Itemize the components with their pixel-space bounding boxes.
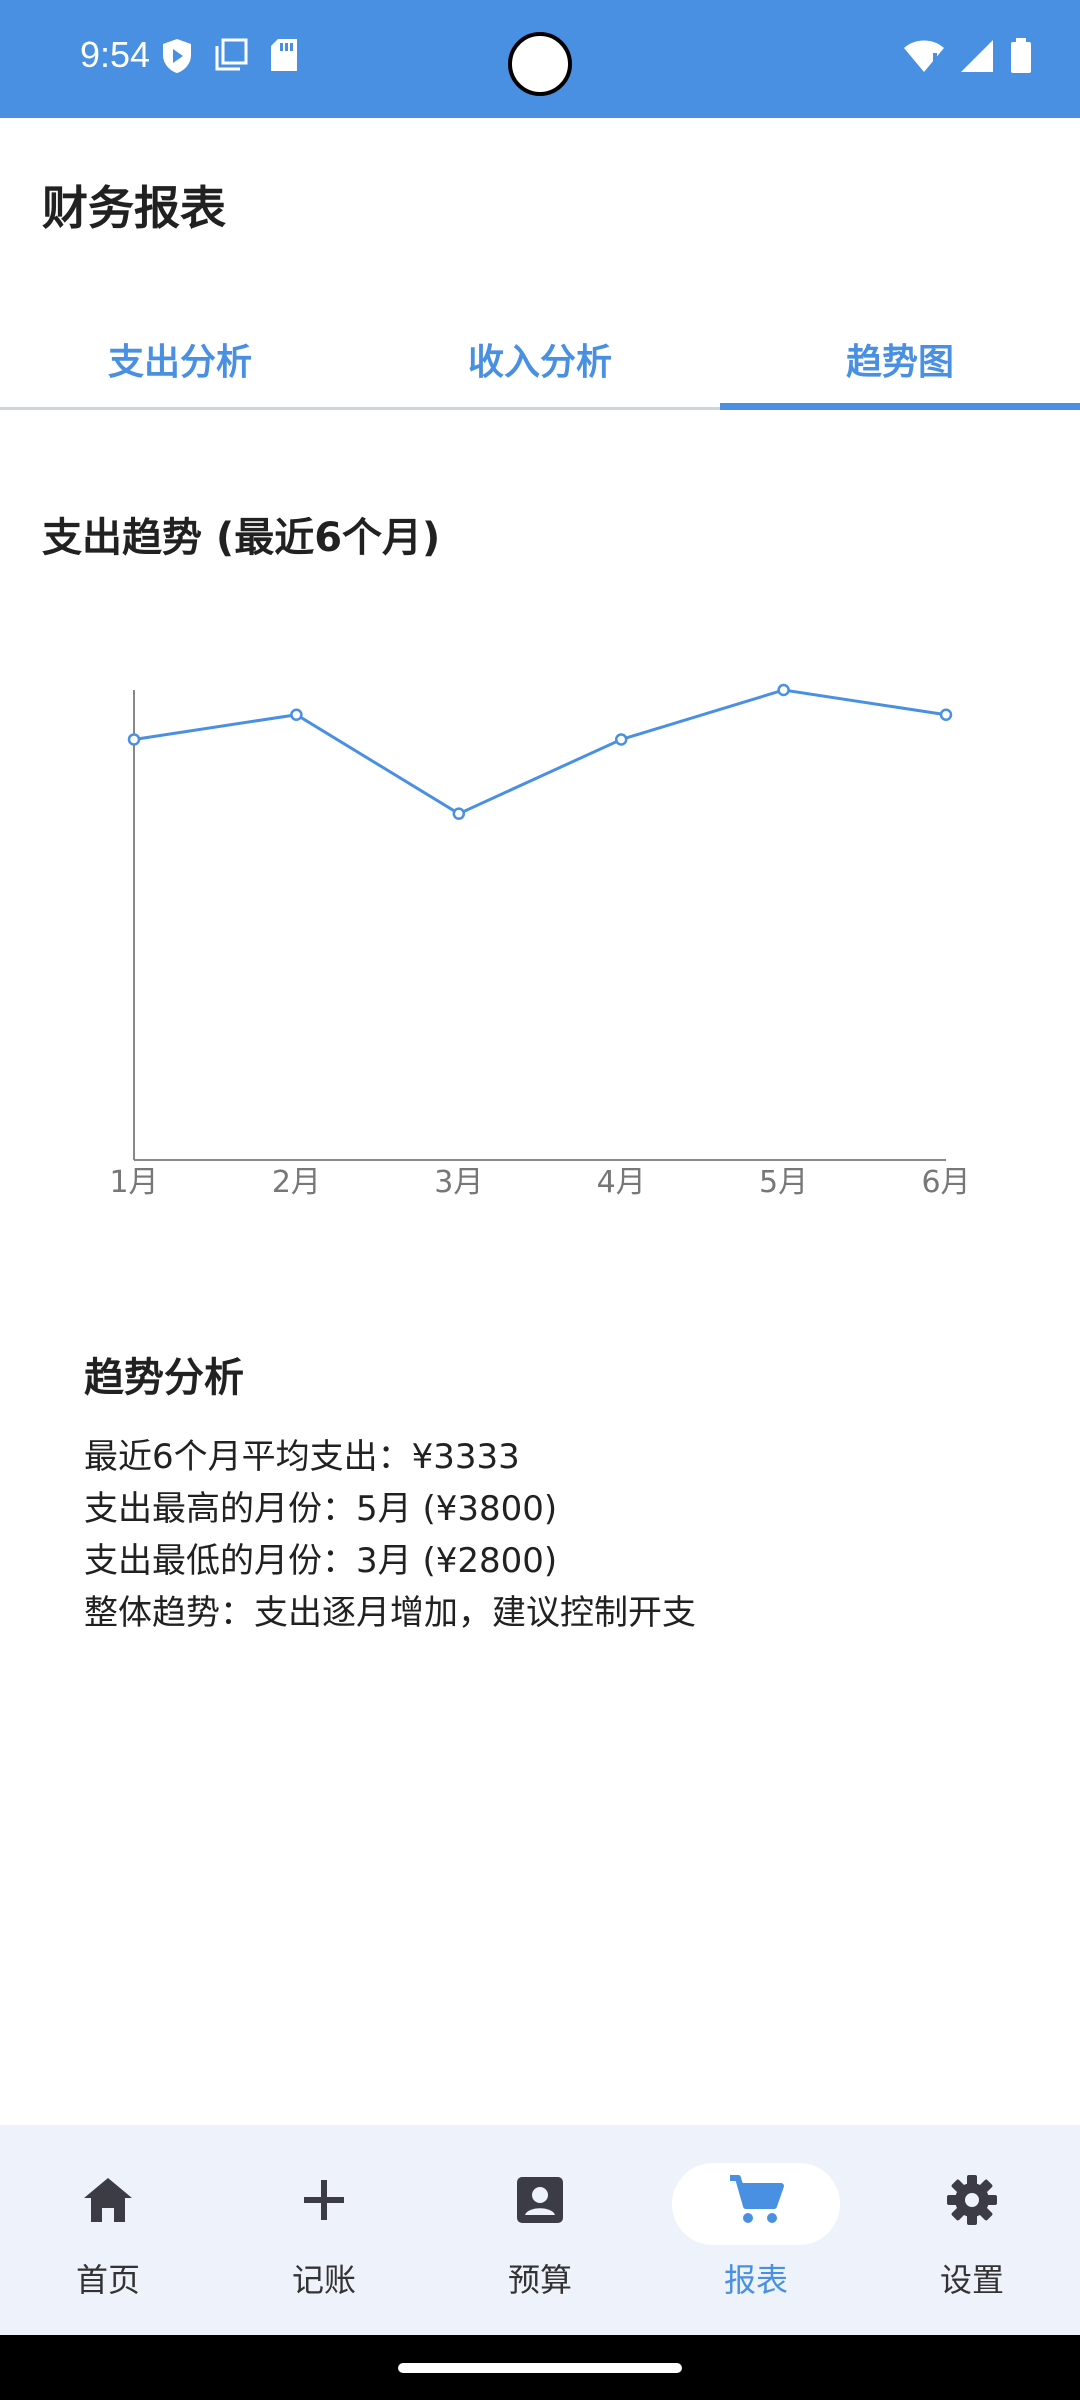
signal-icon bbox=[960, 39, 994, 77]
analysis-lowest: 支出最低的月份：3月 (¥2800) bbox=[84, 1541, 558, 1581]
nav-item-settings[interactable]: 设置 bbox=[864, 2125, 1080, 2335]
data-point bbox=[127, 733, 141, 746]
home-gesture-handle[interactable] bbox=[398, 2363, 682, 2373]
status-icons-right bbox=[904, 38, 1032, 78]
nav-item-record[interactable]: 记账 bbox=[216, 2125, 432, 2335]
page-title: 财务报表 bbox=[42, 181, 226, 235]
nav-label-reports: 报表 bbox=[723, 2261, 788, 2299]
status-time: 9:54 bbox=[80, 34, 151, 75]
data-point bbox=[452, 807, 466, 820]
tab-income-analysis[interactable]: 收入分析 bbox=[467, 341, 612, 383]
data-point bbox=[777, 683, 790, 697]
status-icons-left bbox=[162, 38, 298, 78]
analysis-highest: 支出最高的月份：5月 (¥3800) bbox=[84, 1489, 558, 1529]
home-icon bbox=[82, 2176, 134, 2232]
trend-analysis-panel: 趋势分析 最近6个月平均支出：¥3333 支出最高的月份：5月 (¥3800) … bbox=[84, 1345, 1014, 1639]
data-point bbox=[939, 708, 953, 721]
battery-icon bbox=[1010, 38, 1032, 78]
analysis-title: 趋势分析 bbox=[84, 1355, 244, 1401]
nav-label-budget: 预算 bbox=[507, 2261, 572, 2299]
cart-icon bbox=[728, 2174, 784, 2234]
nav-label-home: 首页 bbox=[75, 2261, 140, 2299]
data-point bbox=[614, 733, 628, 746]
nav-item-home[interactable]: 首页 bbox=[0, 2125, 216, 2335]
chart-title: 支出趋势 (最近6个月) bbox=[42, 515, 441, 561]
nav-item-reports[interactable]: 报表 bbox=[648, 2125, 864, 2335]
nav-item-budget[interactable]: 预算 bbox=[432, 2125, 648, 2335]
nav-label-record: 记账 bbox=[291, 2261, 356, 2299]
wifi-icon bbox=[904, 39, 944, 77]
shield-play-icon bbox=[162, 38, 192, 78]
analysis-overall: 整体趋势：支出逐月增加，建议控制开支 bbox=[84, 1593, 696, 1633]
tab-expense-analysis[interactable]: 支出分析 bbox=[107, 341, 252, 383]
copy-icon bbox=[214, 38, 248, 78]
tab-bar: 支出分析 收入分析 趋势图 bbox=[0, 310, 1080, 410]
gear-icon bbox=[946, 2174, 998, 2234]
plus-icon bbox=[302, 2178, 346, 2230]
x-tick-label: 3月 bbox=[434, 1165, 483, 1200]
x-tick-label: 6月 bbox=[921, 1165, 970, 1200]
nav-label-settings: 设置 bbox=[939, 2261, 1004, 2299]
expense-trend-chart: 1月 2月 3月 4月 5月 6月 bbox=[109, 683, 971, 1200]
camera-cutout bbox=[508, 32, 572, 96]
tab-trend-chart[interactable]: 趋势图 bbox=[720, 310, 1080, 410]
sd-card-icon bbox=[270, 38, 298, 78]
series-line bbox=[133, 688, 947, 816]
analysis-average: 最近6个月平均支出：¥3333 bbox=[84, 1437, 520, 1477]
bottom-navigation: 首页 记账 预算 报表 bbox=[0, 2125, 1080, 2335]
x-tick-label: 2月 bbox=[272, 1165, 321, 1200]
account-box-icon bbox=[516, 2176, 564, 2232]
x-tick-label: 1月 bbox=[109, 1165, 158, 1200]
x-tick-label: 5月 bbox=[759, 1165, 808, 1200]
data-point bbox=[290, 708, 303, 721]
x-tick-label: 4月 bbox=[597, 1165, 646, 1200]
status-bar: 9:54 bbox=[0, 0, 1080, 118]
